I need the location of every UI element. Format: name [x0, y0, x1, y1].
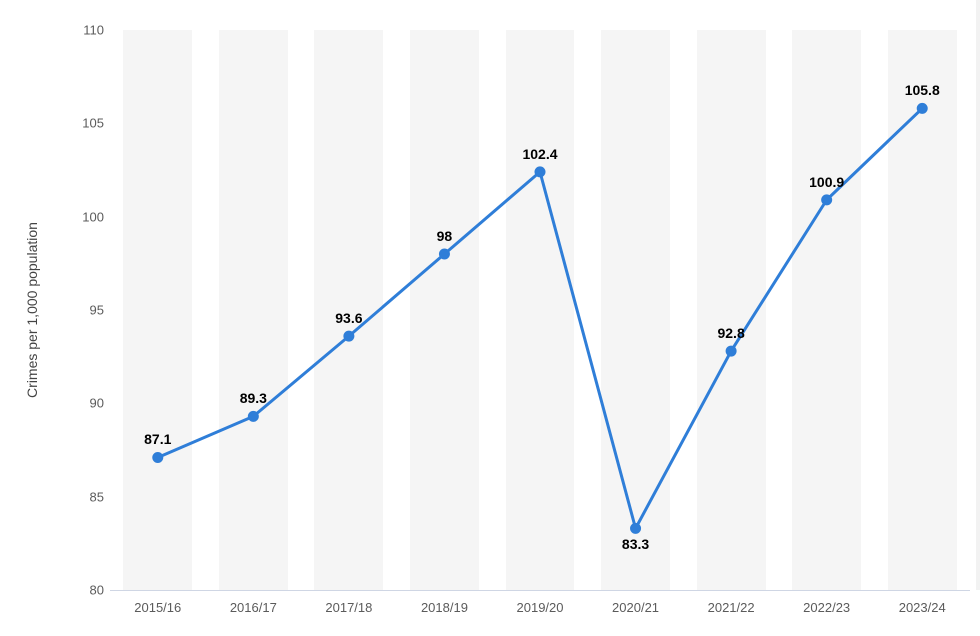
y-tick-label: 110: [83, 23, 110, 38]
data-point[interactable]: [248, 411, 258, 421]
y-tick-label: 100: [82, 209, 110, 224]
x-tick-label: 2023/24: [899, 590, 946, 615]
data-point[interactable]: [631, 523, 641, 533]
data-point[interactable]: [153, 452, 163, 462]
y-axis-title: Crimes per 1,000 population: [24, 222, 40, 398]
data-label: 83.3: [622, 536, 649, 552]
data-label: 100.9: [809, 174, 844, 190]
data-label: 92.8: [717, 325, 744, 341]
y-tick-label: 80: [90, 583, 110, 598]
data-label: 102.4: [522, 146, 557, 162]
y-tick-label: 85: [90, 489, 110, 504]
data-point[interactable]: [726, 346, 736, 356]
y-tick-label: 95: [90, 303, 110, 318]
y-tick-label: 90: [90, 396, 110, 411]
data-label: 93.6: [335, 310, 362, 326]
data-point[interactable]: [822, 195, 832, 205]
data-point[interactable]: [439, 249, 449, 259]
data-point[interactable]: [535, 167, 545, 177]
right-edge-stub: [976, 0, 980, 590]
x-tick-label: 2021/22: [708, 590, 755, 615]
y-tick-label: 105: [82, 116, 110, 131]
crime-rate-chart: Crimes per 1,000 population 87.1 89.3 93.6…: [0, 0, 980, 636]
plot-area: 87.189.393.698102.483.392.8100.9105.8808…: [110, 30, 970, 590]
x-tick-label: 2015/16: [134, 590, 181, 615]
line-layer: [110, 30, 970, 590]
data-label: 87.1: [144, 431, 171, 447]
x-tick-label: 2018/19: [421, 590, 468, 615]
data-label: 105.8: [905, 82, 940, 98]
data-point[interactable]: [917, 103, 927, 113]
data-label: 89.3: [240, 390, 267, 406]
x-tick-label: 2019/20: [517, 590, 564, 615]
x-tick-label: 2016/17: [230, 590, 277, 615]
x-tick-label: 2017/18: [325, 590, 372, 615]
data-label: 98: [437, 228, 453, 244]
x-tick-label: 2020/21: [612, 590, 659, 615]
x-tick-label: 2022/23: [803, 590, 850, 615]
data-point[interactable]: [344, 331, 354, 341]
